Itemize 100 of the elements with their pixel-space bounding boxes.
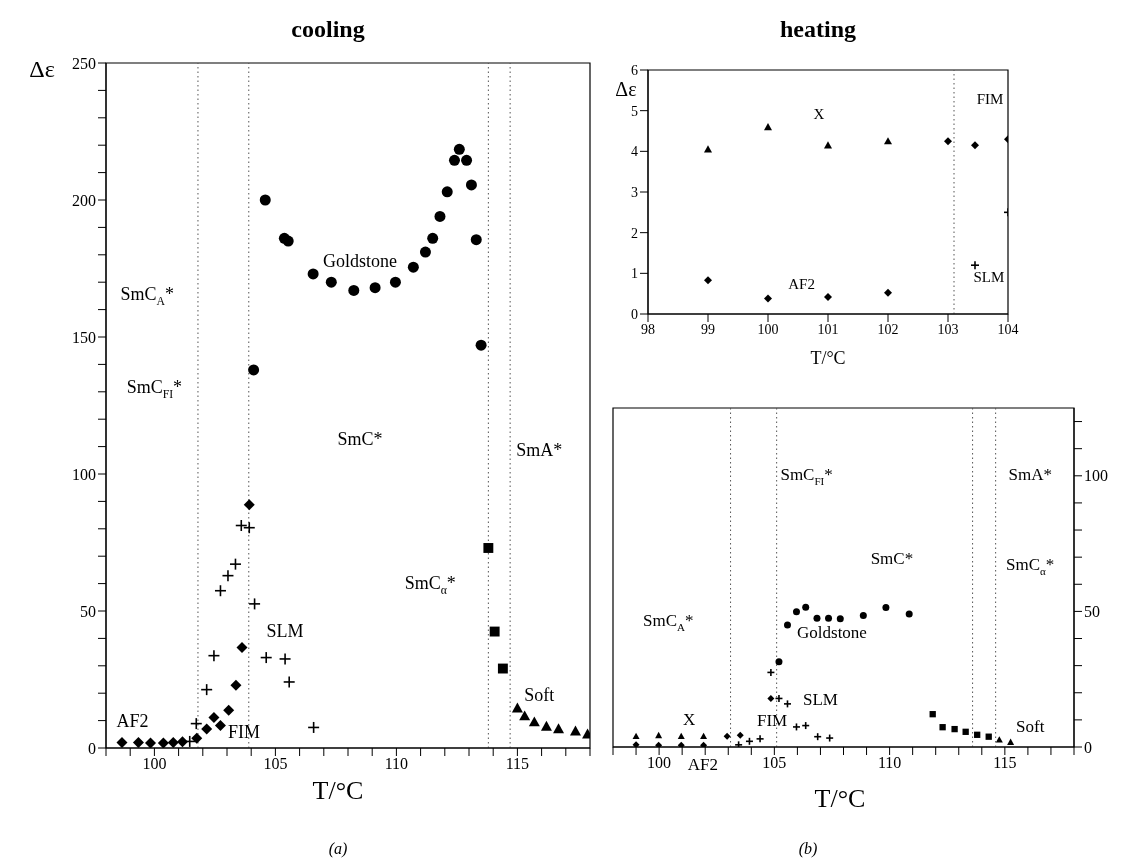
x-axis-title: T/°C [814, 784, 866, 814]
point [553, 723, 565, 734]
point [461, 154, 473, 166]
point [882, 604, 890, 612]
point [214, 720, 226, 732]
point [704, 145, 712, 153]
point [951, 725, 958, 733]
point [528, 716, 540, 727]
point [985, 733, 992, 740]
point [497, 663, 508, 674]
point [824, 292, 832, 301]
point [540, 720, 552, 731]
annotation: Goldstone [797, 622, 867, 642]
point [448, 154, 460, 166]
y-tick-label: 50 [80, 602, 96, 620]
point [519, 710, 531, 721]
y-tick-label: 1 [631, 266, 638, 282]
point [282, 235, 294, 247]
y-tick-label: 2 [631, 225, 638, 241]
x-tick-label: 98 [641, 321, 655, 337]
point [116, 737, 128, 748]
point [427, 232, 439, 244]
annotation: SLM [973, 269, 1005, 286]
annotation: AF2 [116, 711, 149, 732]
x-tick-label: 115 [505, 755, 530, 773]
x-tick-label: 105 [263, 755, 288, 773]
annotation: SmA* [516, 440, 563, 461]
annotation: SLM [266, 621, 304, 642]
point [974, 731, 981, 738]
x-tick-label: 115 [993, 754, 1017, 772]
point [736, 731, 744, 739]
point [775, 658, 783, 666]
x-tick-label: 100 [142, 755, 167, 773]
annotation: SLM [802, 690, 838, 710]
point [783, 621, 791, 629]
point [419, 246, 431, 258]
x-tick-label: 105 [762, 754, 787, 772]
annotation: SmA* [1008, 464, 1052, 484]
point [813, 614, 821, 622]
x-tick-label: 100 [757, 321, 779, 337]
x-tick-label: 104 [997, 321, 1019, 337]
text: AF2 [687, 754, 719, 774]
point [905, 610, 913, 618]
annotation: SmC$_{α}$* [1006, 555, 1055, 577]
x-tick-label: 99 [701, 321, 715, 337]
point [157, 737, 169, 748]
point [764, 294, 772, 303]
annotation: Soft [1016, 716, 1045, 736]
point [632, 732, 640, 739]
point [677, 732, 685, 739]
x-axis-title: T/°C [810, 348, 846, 369]
point [489, 626, 500, 637]
point [483, 543, 494, 553]
point [369, 282, 381, 294]
point [453, 143, 465, 155]
y-tick-label: 150 [72, 328, 96, 346]
point [802, 603, 810, 611]
point [389, 276, 401, 288]
x-tick-label: 100 [647, 754, 672, 772]
point [230, 679, 242, 691]
point [223, 704, 235, 716]
y-tick-label: 100 [72, 465, 96, 483]
point [167, 737, 179, 748]
x-axis-title: T/°C [312, 776, 364, 806]
point [243, 499, 255, 511]
chart-title: heating [779, 16, 857, 43]
annotation: SmC$_{FI}$* [780, 464, 833, 487]
annotation: FIM [227, 722, 260, 743]
point [700, 732, 708, 739]
text: (b) [798, 840, 818, 858]
annotation: Goldstone [323, 251, 398, 272]
point [236, 641, 248, 653]
y-tick-label: 100 [1084, 467, 1108, 485]
point [176, 736, 188, 748]
point [569, 725, 581, 736]
x-tick-label: 103 [937, 321, 959, 337]
point [191, 732, 203, 744]
annotation: X [682, 709, 696, 729]
point [470, 234, 482, 246]
point [132, 737, 144, 748]
point [767, 694, 775, 702]
point [655, 741, 663, 747]
text: (a) [328, 840, 348, 858]
y-tick-label: 3 [631, 184, 638, 200]
annotation: AF2 [788, 276, 815, 293]
point [677, 741, 685, 747]
annotation: Soft [524, 685, 555, 706]
chart-title: cooling [291, 16, 365, 43]
point [434, 210, 446, 222]
y-tick-label: 6 [631, 62, 638, 78]
annotation: SmC$_{FI}$* [126, 377, 183, 402]
point [441, 186, 453, 198]
annotation: SmC$_{A}$* [120, 284, 174, 309]
point [939, 724, 946, 731]
y-axis-title: Δε [29, 56, 55, 83]
point [704, 276, 712, 285]
point [944, 137, 952, 146]
point [307, 268, 319, 280]
annotation: SmC* [870, 548, 914, 568]
point [407, 261, 419, 273]
